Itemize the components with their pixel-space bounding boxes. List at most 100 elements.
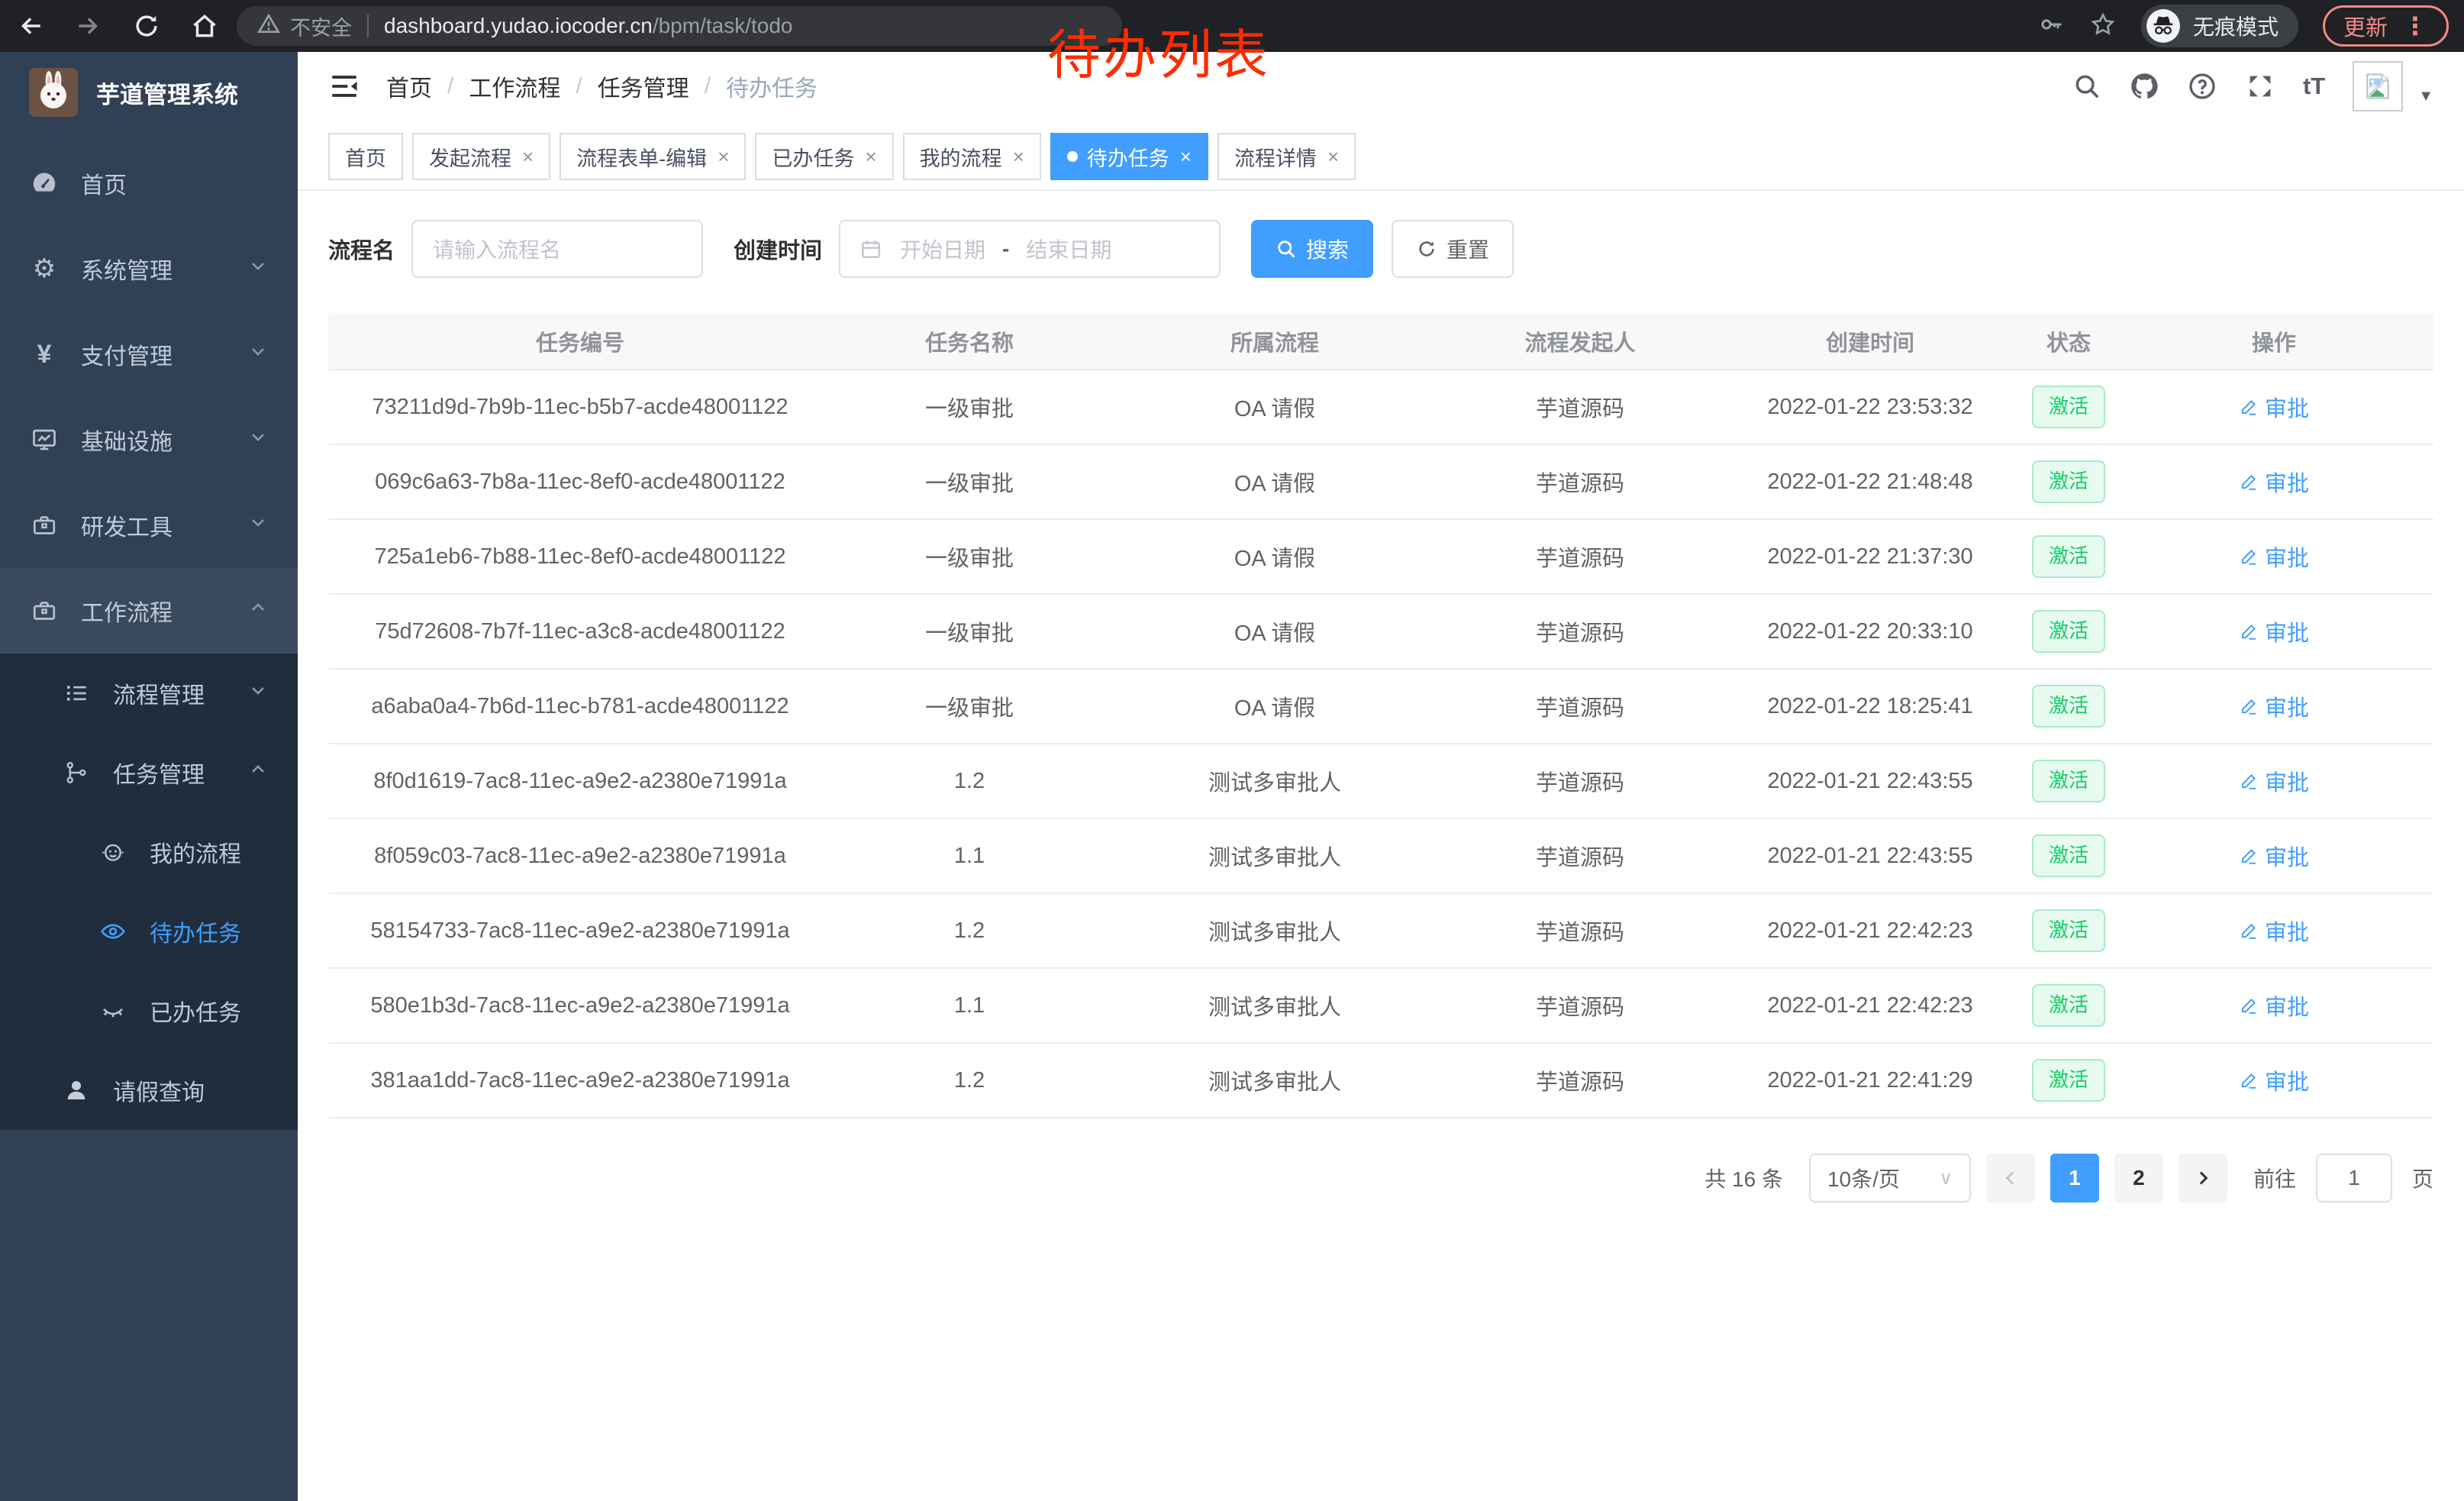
sidebar-item-payment[interactable]: ¥ 支付管理: [0, 311, 298, 397]
table-row: 381aa1dd-7ac8-11ec-a9e2-a2380e71991a 1.2…: [328, 1043, 2433, 1118]
incognito-badge[interactable]: 无痕模式: [2140, 5, 2298, 47]
sidebar-item-todo-tasks[interactable]: 待办任务: [0, 892, 298, 971]
table-row: 75d72608-7b7f-11ec-a3c8-acde48001122 一级审…: [328, 594, 2433, 670]
browser-forward-icon[interactable]: [73, 11, 104, 41]
tab-process-detail[interactable]: 流程详情 ×: [1217, 133, 1356, 180]
sidebar-item-done-tasks[interactable]: 已办任务: [0, 971, 298, 1051]
approve-link[interactable]: 审批: [2239, 466, 2309, 498]
tab-done-tasks[interactable]: 已办任务 ×: [755, 133, 894, 180]
tab-start-process[interactable]: 发起流程 ×: [412, 133, 551, 180]
approve-link[interactable]: 审批: [2239, 915, 2309, 947]
url-divider: [367, 15, 369, 37]
url-host: dashboard.yudao.iocoder.cn: [384, 14, 653, 37]
tab-close-icon[interactable]: ×: [1012, 144, 1024, 168]
edit-icon: [2241, 699, 2256, 715]
browser-menu-icon[interactable]: ⋮: [2403, 12, 2428, 40]
todo-task-table: 任务编号 任务名称 所属流程 流程发起人 创建时间 状态 操作 73211d9d…: [328, 313, 2433, 1118]
edit-icon: [2241, 550, 2256, 565]
logo-image: [29, 68, 78, 117]
sidebar-item-process-management[interactable]: 流程管理: [0, 654, 298, 733]
active-tab-dot: [1066, 151, 1078, 162]
caret-down-icon[interactable]: ▼: [2418, 88, 2433, 105]
font-size-icon[interactable]: tT: [2302, 73, 2326, 99]
search-icon[interactable]: [2072, 72, 2101, 101]
sidebar-collapse-icon[interactable]: [328, 70, 360, 102]
table-row: 8f0d1619-7ac8-11ec-a9e2-a2380e71991a 1.2…: [328, 744, 2433, 819]
total-count: 共 16 条: [1704, 1167, 1783, 1191]
col-status: 状态: [2023, 313, 2114, 370]
tab-todo-tasks[interactable]: 待办任务 ×: [1050, 133, 1208, 180]
tab-close-icon[interactable]: ×: [865, 144, 877, 168]
app-title: 芋道管理系统: [96, 81, 238, 108]
prev-page-button[interactable]: [1985, 1154, 2035, 1202]
breadcrumb-workflow[interactable]: 工作流程: [469, 76, 561, 102]
tab-process-form-edit[interactable]: 流程表单-编辑 ×: [560, 133, 747, 180]
browser-home-icon[interactable]: [189, 11, 220, 41]
status-badge: 激活: [2031, 386, 2105, 428]
process-name-input[interactable]: 请输入流程名: [411, 220, 704, 278]
reset-button[interactable]: 重置: [1392, 220, 1514, 278]
fullscreen-icon[interactable]: [2245, 71, 2275, 102]
sidebar-item-workflow[interactable]: 工作流程: [0, 568, 298, 654]
eye-closed-icon: [98, 997, 128, 1025]
table-row: 725a1eb6-7b88-11ec-8ef0-acde48001122 一级审…: [328, 519, 2433, 595]
user-icon: [61, 1077, 92, 1104]
search-button[interactable]: 搜索: [1251, 220, 1374, 278]
avatar[interactable]: [2353, 61, 2404, 111]
breadcrumb-task-management[interactable]: 任务管理: [597, 76, 689, 102]
goto-label: 前往: [2253, 1167, 2296, 1191]
tab-close-icon[interactable]: ×: [718, 144, 730, 168]
start-date-placeholder: 开始日期: [900, 238, 986, 262]
eye-icon: [98, 918, 128, 945]
app-logo: 芋道管理系统: [0, 52, 298, 133]
sidebar-item-leave-query[interactable]: 请假查询: [0, 1051, 298, 1130]
sidebar-item-dev-tools[interactable]: 研发工具: [0, 483, 298, 568]
edit-icon: [2241, 999, 2256, 1014]
table-header-row: 任务编号 任务名称 所属流程 流程发起人 创建时间 状态 操作: [328, 313, 2433, 370]
sidebar-item-task-management[interactable]: 任务管理: [0, 733, 298, 812]
tree-icon: [61, 759, 92, 786]
page-size-select[interactable]: 10条/页 ∨: [1808, 1154, 1971, 1202]
approve-link[interactable]: 审批: [2239, 615, 2309, 647]
tab-my-process[interactable]: 我的流程 ×: [902, 133, 1041, 180]
sidebar-item-home[interactable]: 首页: [0, 140, 298, 226]
page-header: 首页 / 工作流程 / 任务管理 / 待办任务: [298, 52, 2464, 121]
approve-link[interactable]: 审批: [2239, 840, 2309, 872]
tab-close-icon[interactable]: ×: [1179, 144, 1192, 168]
status-badge: 激活: [2031, 460, 2105, 503]
edit-icon: [2241, 774, 2256, 789]
address-bar[interactable]: 不安全 dashboard.yudao.iocoder.cn/bpm/task/…: [237, 6, 1122, 46]
approve-link[interactable]: 审批: [2239, 391, 2309, 423]
tab-close-icon[interactable]: ×: [522, 144, 534, 168]
page-button-2[interactable]: 2: [2114, 1154, 2163, 1202]
chevron-right-icon: [2199, 1171, 2208, 1185]
approve-link[interactable]: 审批: [2239, 1064, 2309, 1096]
sidebar-item-my-process[interactable]: 我的流程: [0, 812, 298, 892]
browser-update-button[interactable]: 更新 ⋮: [2322, 5, 2449, 47]
browser-reload-icon[interactable]: [131, 11, 162, 41]
goto-page-input[interactable]: 1: [2315, 1154, 2392, 1202]
col-task-id: 任务编号: [328, 313, 832, 370]
sidebar-item-system[interactable]: ⚙ 系统管理: [0, 226, 298, 311]
breadcrumb-home[interactable]: 首页: [386, 76, 432, 102]
approve-link[interactable]: 审批: [2239, 690, 2309, 722]
approve-link[interactable]: 审批: [2239, 541, 2309, 573]
github-icon[interactable]: [2129, 71, 2159, 102]
approve-link[interactable]: 审批: [2239, 989, 2309, 1022]
tab-close-icon[interactable]: ×: [1327, 144, 1340, 168]
password-key-icon[interactable]: [2037, 11, 2065, 42]
approve-link[interactable]: 审批: [2239, 765, 2309, 797]
page-button-1[interactable]: 1: [2050, 1154, 2099, 1202]
status-badge: 激活: [2031, 1059, 2105, 1102]
table-row: 069c6a63-7b8a-11ec-8ef0-acde48001122 一级审…: [328, 444, 2433, 520]
browser-back-icon[interactable]: [15, 11, 46, 41]
bookmark-star-icon[interactable]: [2089, 11, 2117, 42]
tab-home[interactable]: 首页: [328, 133, 403, 180]
table-row: 58154733-7ac8-11ec-a9e2-a2380e71991a 1.2…: [328, 893, 2433, 969]
edit-icon: [2241, 400, 2256, 415]
update-label: 更新: [2343, 16, 2388, 40]
next-page-button[interactable]: [2178, 1154, 2227, 1202]
help-icon[interactable]: [2187, 71, 2217, 102]
sidebar-item-infrastructure[interactable]: 基础设施: [0, 397, 298, 483]
date-range-input[interactable]: 开始日期 - 结束日期: [839, 220, 1221, 278]
